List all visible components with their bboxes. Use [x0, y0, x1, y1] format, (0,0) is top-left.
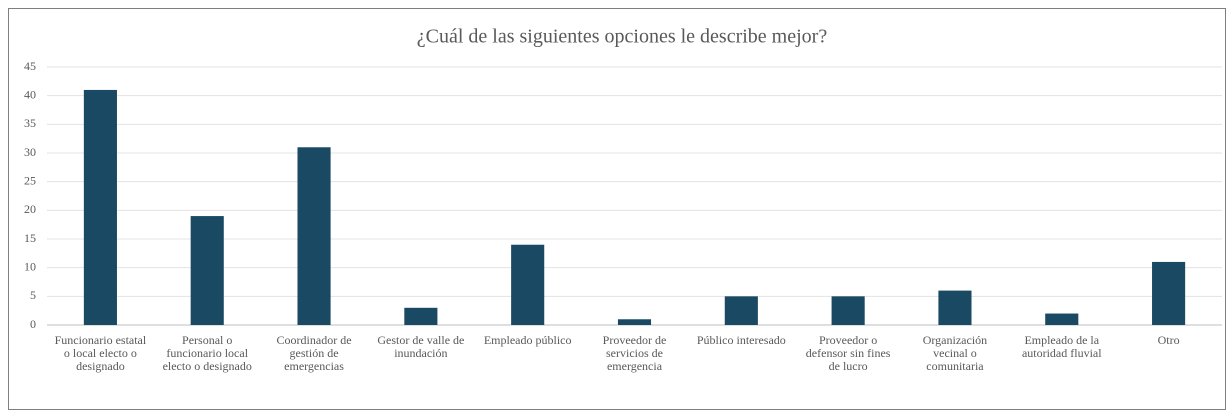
bar: [938, 290, 972, 325]
x-tick-label: Empleado de la autoridad fluvial: [1021, 333, 1102, 360]
bar: [724, 296, 758, 325]
y-tick-label: 5: [30, 288, 36, 302]
y-tick-label: 30: [24, 145, 36, 159]
chart-border: [8, 8, 1226, 410]
x-tick-label: Gestor de valle de inundación: [377, 333, 465, 360]
y-tick-label: 15: [24, 231, 36, 245]
y-tick-label: 0: [30, 317, 36, 331]
y-tick-label: 25: [24, 173, 36, 187]
bar: [511, 244, 545, 325]
x-tick-label: Otro: [1157, 333, 1180, 347]
y-tick-label: 35: [24, 116, 36, 130]
bar: [404, 307, 438, 325]
chart-title: ¿Cuál de las siguientes opciones le desc…: [417, 26, 828, 48]
x-tick-label: Coordinador de gestión de emergencias: [276, 333, 352, 373]
x-tick-label: Público interesado: [696, 333, 786, 347]
bar: [83, 89, 117, 325]
y-tick-label: 10: [24, 259, 36, 273]
x-tick-label: Organización vecinal o comunitaria: [922, 333, 988, 373]
x-tick-label: Proveedor de servicios de emergencia: [602, 333, 667, 373]
bar: [617, 319, 652, 325]
bar: [190, 216, 224, 325]
bar: [1152, 261, 1186, 325]
x-tick-label: Empleado público: [483, 333, 572, 347]
bar: [831, 296, 865, 325]
bar: [297, 147, 331, 325]
bar: [1045, 313, 1079, 325]
y-tick-label: 20: [24, 202, 36, 216]
x-tick-label: Personal o funcionario local electo o de…: [162, 333, 252, 373]
x-tick-label: Funcionario estatal o local electo o des…: [54, 333, 147, 373]
y-tick-label: 45: [24, 59, 36, 73]
y-tick-label: 40: [24, 87, 36, 101]
x-tick-label: Proveedor o defensor sin fines de lucro: [805, 333, 891, 373]
